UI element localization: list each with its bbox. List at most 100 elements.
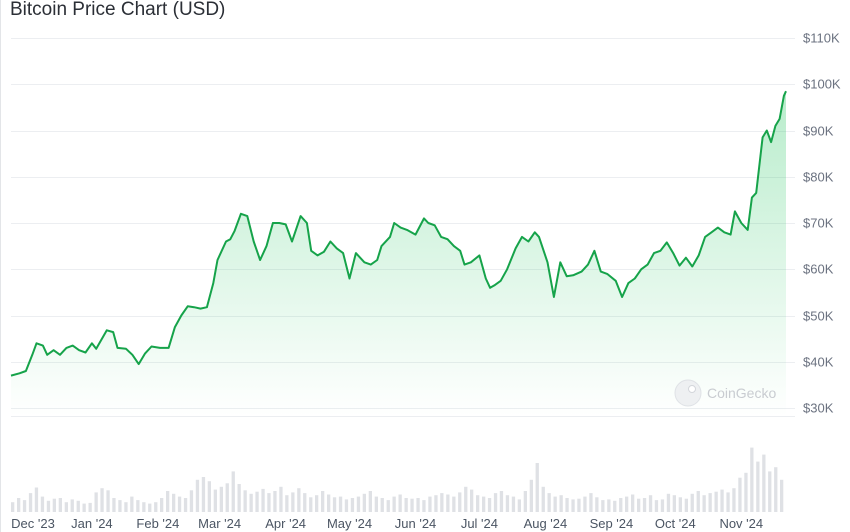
volume-bar — [637, 498, 641, 512]
volume-bar — [279, 486, 283, 512]
volume-bar — [237, 484, 241, 512]
volume-bar — [619, 498, 623, 512]
volume-bar — [344, 499, 349, 512]
volume-bar — [642, 498, 647, 512]
volume-bar — [702, 495, 706, 512]
volume-bar — [52, 498, 56, 512]
volume-bar — [744, 472, 748, 512]
volume-bar — [356, 496, 361, 512]
volume-bar — [142, 502, 146, 512]
chart-title: Bitcoin Price Chart (USD) — [10, 0, 226, 20]
volume-bar — [249, 493, 253, 512]
volume-bar — [654, 500, 659, 512]
volume-bar — [404, 498, 408, 512]
volume-bar — [106, 490, 110, 512]
volume-bar — [22, 500, 27, 512]
volume-bar — [261, 488, 265, 512]
volume-bar — [505, 495, 510, 512]
x-tick-label: Aug '24 — [524, 516, 568, 531]
volume-bar — [273, 491, 277, 512]
volume-bar — [327, 494, 331, 512]
volume-bar — [672, 495, 676, 512]
x-tick-label: Apr '24 — [265, 516, 306, 531]
volume-bar — [625, 496, 629, 512]
volume-bar — [118, 500, 122, 512]
price-area-fill — [11, 91, 786, 416]
volume-bar — [70, 499, 74, 512]
volume-bar — [583, 496, 587, 512]
volume-bar — [40, 496, 45, 512]
volume-bar — [446, 494, 450, 512]
volume-bar — [523, 491, 527, 512]
volume-bar — [535, 463, 539, 512]
y-tick-label: $50K — [803, 309, 834, 324]
volume-bar — [541, 486, 545, 512]
volume-bar — [762, 454, 766, 512]
x-tick-label: Feb '24 — [136, 516, 179, 531]
volume-bar — [291, 492, 295, 512]
volume-bar — [726, 492, 730, 512]
y-tick-label: $30K — [803, 401, 834, 416]
volume-bar — [678, 497, 682, 512]
volume-bar — [64, 502, 68, 512]
volume-bar — [160, 498, 164, 512]
volume-bar — [422, 500, 426, 512]
volume-bar — [601, 500, 605, 512]
volume-bar — [130, 496, 134, 512]
y-tick-label: $80K — [803, 170, 834, 185]
volume-bar — [750, 447, 754, 512]
y-tick-label: $110K — [803, 31, 840, 46]
volume-bar — [732, 488, 736, 512]
volume-bar — [350, 498, 355, 512]
volume-bar — [517, 499, 521, 512]
x-tick-label: Nov '24 — [719, 516, 763, 531]
volume-bar — [368, 491, 372, 512]
volume-bar — [631, 494, 635, 512]
x-tick-label: Oct '24 — [655, 516, 696, 531]
volume-bar — [148, 503, 152, 512]
volume-bar — [434, 495, 438, 512]
volume-bar — [648, 495, 653, 512]
volume-bar — [708, 493, 712, 512]
volume-bar — [553, 496, 557, 512]
volume-bar — [756, 461, 760, 512]
volume-bar — [684, 498, 688, 512]
volume-bar — [464, 486, 468, 512]
watermark-text: CoinGecko — [707, 385, 776, 401]
volume-bar — [177, 496, 182, 512]
volume-bar — [559, 495, 563, 512]
volume-bar — [338, 496, 343, 512]
volume-bar — [297, 488, 301, 512]
y-tick-label: $90K — [803, 124, 834, 139]
volume-bar — [720, 489, 724, 512]
volume-bar — [696, 491, 700, 512]
volume-bar — [487, 498, 492, 512]
gecko-logo-icon — [674, 379, 702, 407]
volume-bar — [166, 491, 170, 512]
volume-bar — [565, 498, 569, 512]
volume-bar — [76, 500, 80, 512]
y-tick-label: $100K — [803, 77, 841, 92]
volume-bar — [499, 491, 504, 512]
volume-bar — [595, 497, 599, 512]
volume-bar — [82, 503, 86, 512]
coingecko-watermark: CoinGecko — [674, 379, 776, 407]
volume-bar — [738, 477, 742, 512]
x-tick-label: Mar '24 — [198, 516, 241, 531]
volume-bar — [34, 487, 39, 512]
volume-bar — [416, 498, 420, 512]
x-tick-label: Sep '24 — [590, 516, 634, 531]
volume-bar — [183, 498, 188, 512]
volume-bar — [780, 479, 784, 512]
x-tick-label: Dec '23 — [11, 516, 55, 531]
volume-bar — [410, 498, 414, 512]
volume-bar — [774, 467, 778, 512]
volume-bar — [768, 471, 772, 512]
volume-bar — [136, 500, 140, 512]
volume-bar — [112, 498, 116, 512]
x-tick-label: Jun '24 — [395, 516, 437, 531]
volume-bar — [28, 493, 33, 512]
volume-bar — [94, 492, 98, 512]
volume-bar — [440, 493, 444, 512]
